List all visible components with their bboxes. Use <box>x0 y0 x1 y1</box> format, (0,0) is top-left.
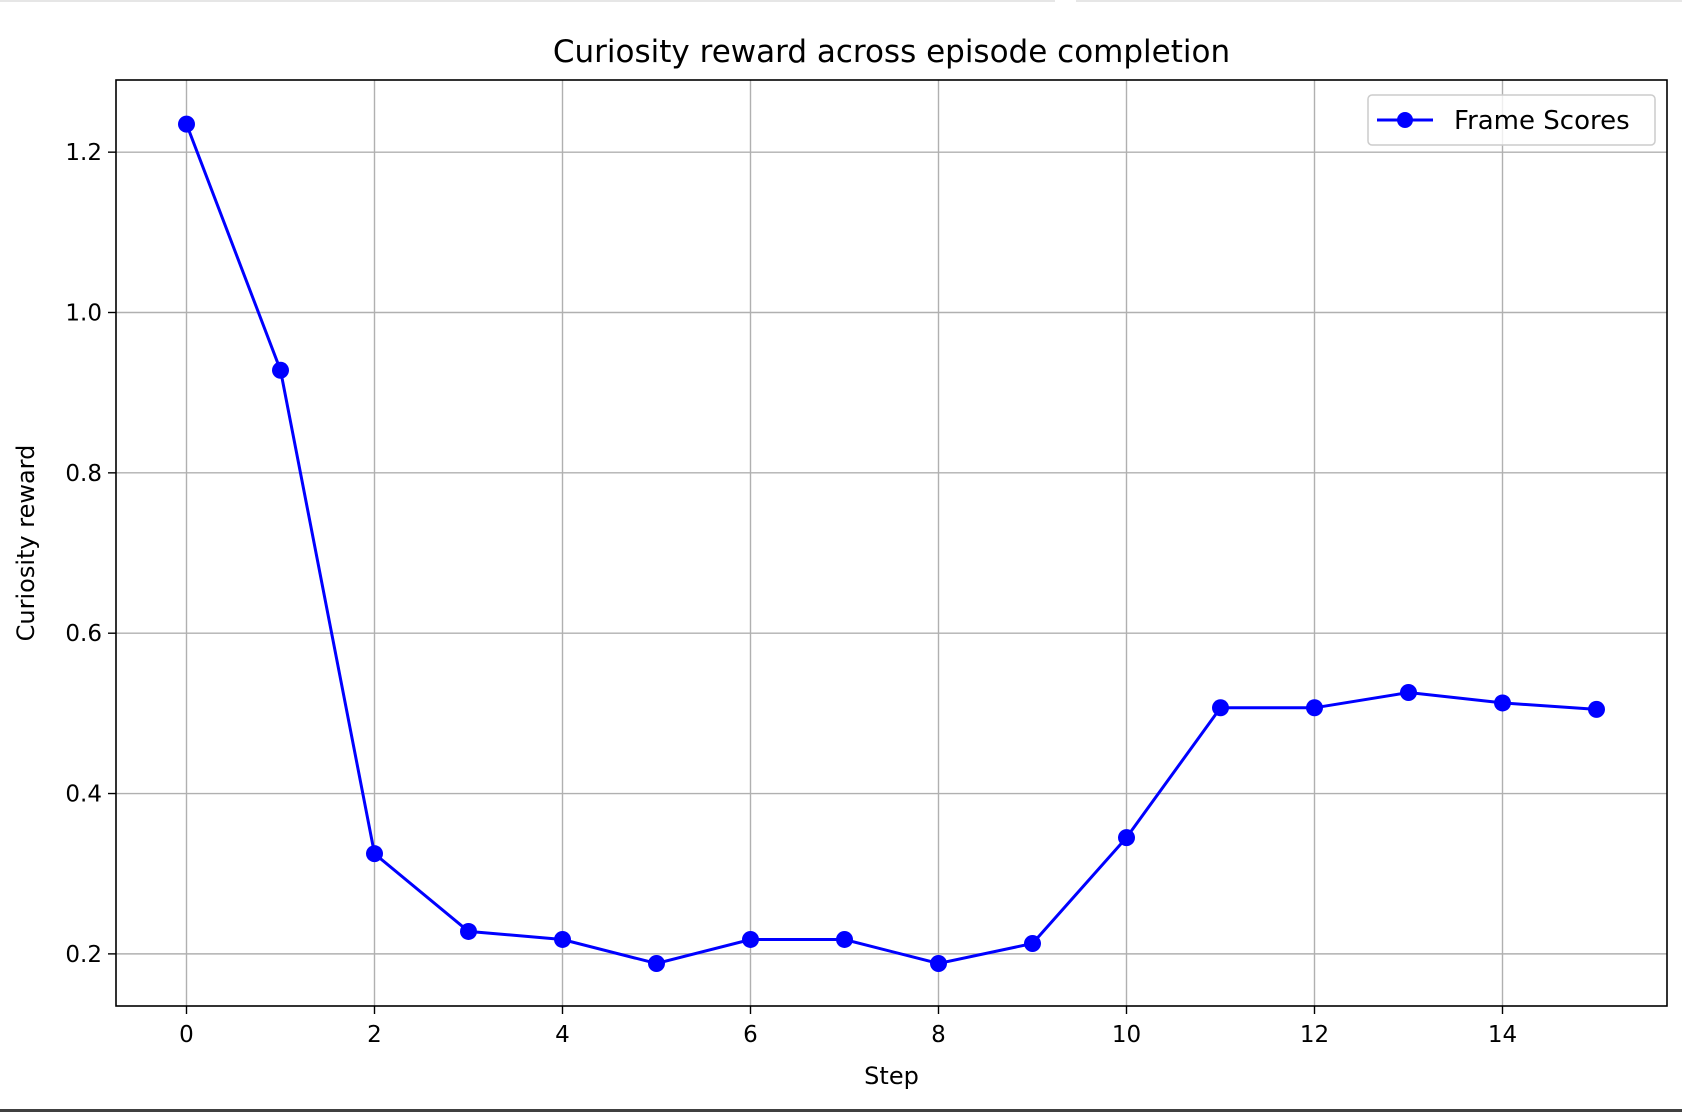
grid-lines <box>116 80 1667 1006</box>
top-divider-left <box>0 0 1055 2</box>
series-layer <box>178 115 1605 973</box>
y-tick-label: 1.0 <box>65 301 102 327</box>
data-point <box>930 955 947 973</box>
x-tick-label: 14 <box>1488 1022 1517 1048</box>
legend-marker-icon <box>1397 112 1413 128</box>
x-tick-label: 2 <box>367 1022 382 1048</box>
x-tick-label: 4 <box>555 1022 570 1048</box>
data-point <box>272 361 289 379</box>
y-tick-label: 0.8 <box>65 461 102 487</box>
y-tick-label: 0.4 <box>65 782 102 808</box>
data-point <box>366 845 383 863</box>
x-axis-label: Step <box>864 1062 919 1090</box>
x-tick-label: 6 <box>743 1022 758 1048</box>
x-tick-label: 12 <box>1300 1022 1329 1048</box>
plot-frame <box>115 79 1668 1007</box>
bottom-divider <box>0 1109 1682 1112</box>
x-tick-label: 8 <box>931 1022 946 1048</box>
data-point <box>460 922 477 940</box>
series-line <box>185 123 1597 966</box>
legend-box <box>1367 94 1656 146</box>
data-point <box>178 115 195 133</box>
x-tick-label: 0 <box>179 1022 194 1048</box>
data-point <box>554 930 571 948</box>
legend: Frame Scores <box>1367 94 1656 146</box>
data-point <box>648 955 665 973</box>
axis-ticks: 0 2 4 6 8 10 12 14 0.2 0.4 0.6 0.8 1.0 1.2 <box>65 140 1517 1048</box>
data-point <box>742 930 759 948</box>
data-point <box>1306 699 1323 717</box>
y-axis-label: Curiosity reward <box>12 445 40 642</box>
data-point <box>836 930 853 948</box>
data-point <box>1494 694 1511 712</box>
y-tick-label: 0.2 <box>65 942 102 968</box>
data-point <box>1588 700 1605 718</box>
legend-label-frame-scores: Frame Scores <box>1454 106 1630 136</box>
data-point <box>1024 934 1041 952</box>
y-tick-label: 1.2 <box>65 140 102 166</box>
top-divider-right <box>1076 0 1682 2</box>
chart-title: Curiosity reward across episode completi… <box>553 34 1230 70</box>
x-tick-label: 10 <box>1112 1022 1141 1048</box>
y-tick-label: 0.6 <box>65 621 102 647</box>
data-point <box>1212 699 1229 717</box>
data-point <box>1400 684 1417 702</box>
data-point <box>1118 829 1135 847</box>
